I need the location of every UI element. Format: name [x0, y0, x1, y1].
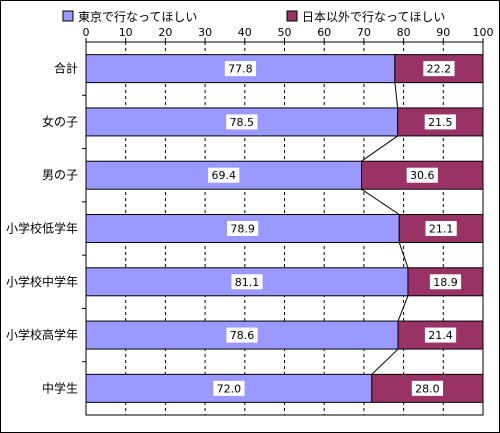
value-label-bg	[424, 114, 456, 130]
value-label-series-1: 81.1	[235, 276, 260, 289]
category-label: 中学生	[42, 380, 78, 395]
value-label-bg	[226, 114, 258, 130]
value-label-series-2: 30.6	[410, 169, 435, 182]
value-label-series-1: 72.0	[217, 382, 242, 395]
x-tick-label: 30	[198, 26, 212, 39]
value-label-series-2: 22.2	[427, 63, 452, 76]
series-line	[394, 82, 399, 108]
value-label-series-1: 78.9	[230, 223, 255, 236]
value-label-series-2: 18.9	[433, 276, 458, 289]
series-line	[397, 295, 409, 322]
value-label-series-1: 78.6	[230, 329, 255, 342]
value-label-bg	[226, 327, 258, 343]
x-tick-label: 70	[357, 26, 371, 39]
value-label-bg	[406, 167, 438, 183]
series-line	[371, 348, 399, 375]
x-tick-label: 50	[278, 26, 292, 39]
series-line	[398, 242, 409, 268]
x-tick-label: 60	[317, 26, 331, 39]
legend-label-series-2: 日本以外で行なってほしい	[302, 10, 445, 24]
legend-swatch-series-2	[286, 10, 298, 22]
value-label-bg	[423, 61, 455, 77]
value-label-bg	[224, 61, 257, 77]
x-tick-label: 90	[436, 26, 450, 39]
x-tick-label: 20	[158, 26, 172, 39]
value-label-bg	[231, 274, 263, 290]
category-label: 小学校高学年	[6, 327, 78, 342]
category-label: 合計	[54, 61, 78, 76]
category-label: 小学校低学年	[6, 221, 78, 236]
category-label: 女の子	[42, 114, 78, 129]
x-tick-label: 40	[238, 26, 252, 39]
series-line	[361, 135, 398, 162]
value-label-series-1: 78.5	[230, 116, 255, 129]
value-label-bg	[213, 380, 245, 396]
value-label-bg	[424, 327, 457, 343]
value-label-bg	[208, 167, 240, 183]
value-label-series-2: 21.5	[428, 116, 453, 129]
x-tick-label: 10	[119, 26, 133, 39]
x-tick-label: 80	[397, 26, 411, 39]
category-label: 男の子	[42, 168, 78, 182]
category-label: 小学校中学年	[6, 274, 78, 289]
value-label-series-2: 21.4	[428, 329, 453, 342]
value-label-series-1: 69.4	[212, 169, 237, 182]
series-line	[361, 188, 400, 215]
value-label-bg	[411, 380, 444, 396]
legend-swatch-series-1	[62, 10, 74, 22]
bar-segment-series-1	[85, 373, 373, 403]
value-label-bg	[429, 274, 462, 290]
x-axis-ticks: 0 10 20 30 40 50 60 70 80 90 100	[83, 26, 494, 42]
value-label-bg	[425, 221, 457, 236]
value-label-series-1: 77.8	[228, 63, 253, 76]
legend-label-series-1: 東京で行なってほしい	[78, 10, 197, 24]
legend: 東京で行なってほしい 日本以外で行なってほしい	[62, 10, 445, 24]
value-label-series-2: 28.0	[415, 382, 440, 395]
plot-area: 77.8 22.2 78.5 21.5 69.4 30.6 78.9 21.1 81.1 18.9…	[82, 41, 484, 416]
value-label-bg	[227, 221, 259, 236]
value-label-series-2: 21.1	[429, 223, 454, 236]
x-tick-label: 100	[473, 26, 494, 39]
x-tick-label: 0	[83, 26, 90, 39]
